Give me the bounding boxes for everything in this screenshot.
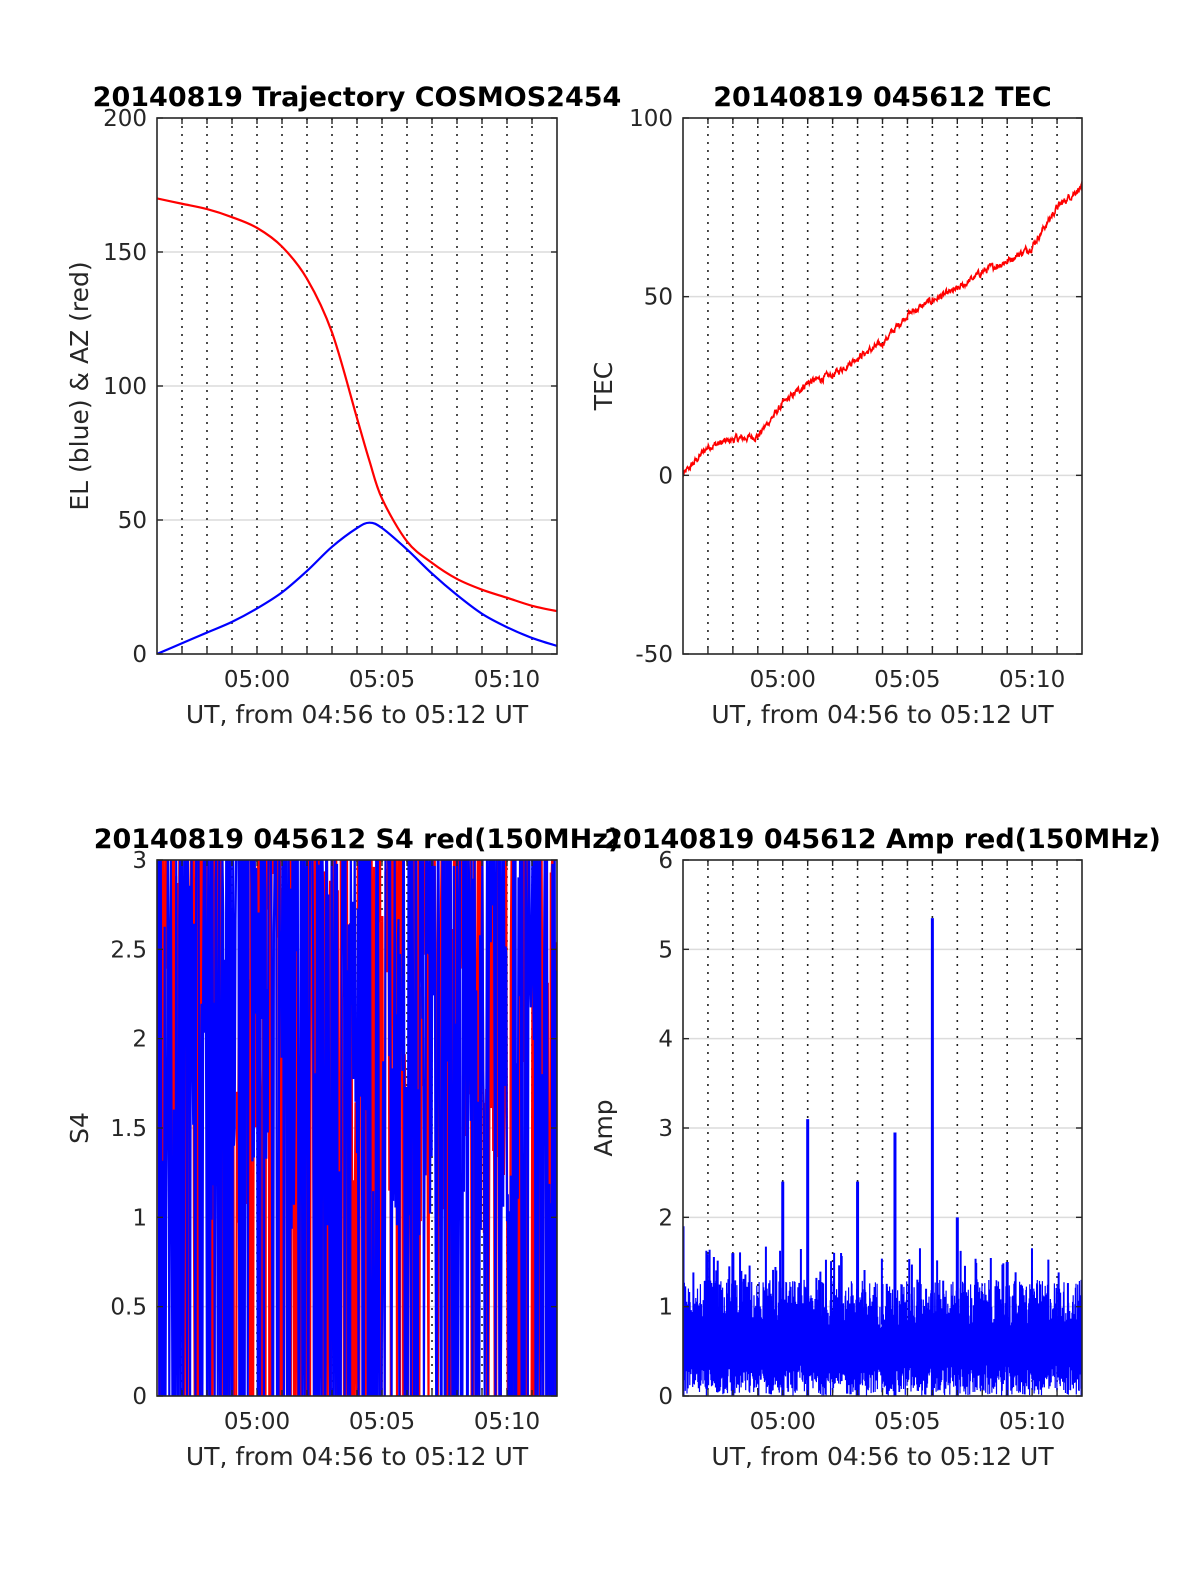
y-tick-label: 1: [658, 1295, 673, 1321]
y-tick-label: 1.5: [110, 1116, 147, 1142]
chart-title: 20140819 Trajectory COSMOS2454: [93, 82, 622, 113]
y-tick-label: 2: [658, 1205, 673, 1231]
x-tick-label: 05:05: [874, 667, 940, 693]
s4-chart: 0 0.5 1 1.5 2 2.5 3 05:00 05:05 05:10 UT, from 04:…: [65, 824, 620, 1471]
chart-title: 20140819 045612 S4 red(150MHz): [94, 824, 621, 855]
y-tick-label: -50: [635, 642, 673, 668]
y-tick-label: 2: [132, 1027, 147, 1053]
y-tick-label: 50: [644, 285, 673, 311]
x-tick-label: 05:00: [750, 667, 816, 693]
x-tick-label: 05:10: [999, 1409, 1065, 1435]
y-tick-label: 0.5: [110, 1295, 147, 1321]
y-axis-label: TEC: [589, 362, 618, 412]
y-axis-label: S4: [65, 1112, 94, 1144]
y-tick-label: 0: [132, 1384, 147, 1410]
y-axis-label: EL (blue) & AZ (red): [65, 261, 94, 510]
x-tick-label: 05:05: [349, 1409, 415, 1435]
x-tick-label: 05:05: [874, 1409, 940, 1435]
y-tick-label: 0: [132, 642, 147, 668]
series-group: [157, 197, 557, 654]
x-tick-label: 05:05: [349, 667, 415, 693]
series-group: [157, 860, 557, 1396]
y-tick-label: 3: [658, 1116, 673, 1142]
x-tick-label: 05:10: [999, 667, 1065, 693]
y-tick-label: 3: [132, 848, 147, 874]
x-axis-label: UT, from 04:56 to 05:12 UT: [186, 1442, 529, 1471]
y-axis-label: Amp: [589, 1099, 618, 1156]
x-axis-label: UT, from 04:56 to 05:12 UT: [186, 700, 529, 729]
y-tick-label: 5: [658, 937, 673, 963]
amp-chart: 0 1 2 3 4 5 6 05:00 05:05 05:10 UT, from 04:56 to …: [589, 824, 1161, 1471]
x-tick-label: 05:00: [224, 1409, 290, 1435]
series-group: [683, 918, 1082, 1396]
s4-blue-line: [157, 860, 557, 1396]
y-tick-label: 1: [132, 1205, 147, 1231]
x-axis-label: UT, from 04:56 to 05:12 UT: [711, 1442, 1054, 1471]
tec-line: [683, 181, 1082, 478]
y-tick-label: 100: [629, 106, 673, 132]
y-tick-label: 100: [103, 374, 147, 400]
y-tick-label: 4: [658, 1027, 673, 1053]
y-tick-label: 50: [118, 508, 147, 534]
tec-chart: -50 0 50 100 05:00 05:05 05:10 UT, from 04:56 t…: [589, 82, 1083, 729]
y-tick-label: 6: [658, 848, 673, 874]
chart-title: 20140819 045612 TEC: [713, 82, 1052, 113]
y-tick-label: 2.5: [110, 937, 147, 963]
x-tick-label: 05:00: [750, 1409, 816, 1435]
y-tick-label: 0: [658, 1384, 673, 1410]
x-tick-label: 05:00: [224, 667, 290, 693]
x-tick-label: 05:10: [474, 1409, 540, 1435]
x-tick-label: 05:10: [474, 667, 540, 693]
chart-title: 20140819 045612 Amp red(150MHz): [604, 824, 1161, 855]
y-tick-label: 150: [103, 240, 147, 266]
x-axis-label: UT, from 04:56 to 05:12 UT: [711, 700, 1054, 729]
y-tick-label: 200: [103, 106, 147, 132]
azimuth-line: [157, 197, 557, 613]
series-group: [683, 181, 1082, 478]
elevation-line: [157, 521, 557, 654]
trajectory-chart: 0 50 100 150 200 05:00 05:05 05:10 UT, from 04:5…: [65, 82, 621, 729]
y-tick-label: 0: [658, 463, 673, 489]
